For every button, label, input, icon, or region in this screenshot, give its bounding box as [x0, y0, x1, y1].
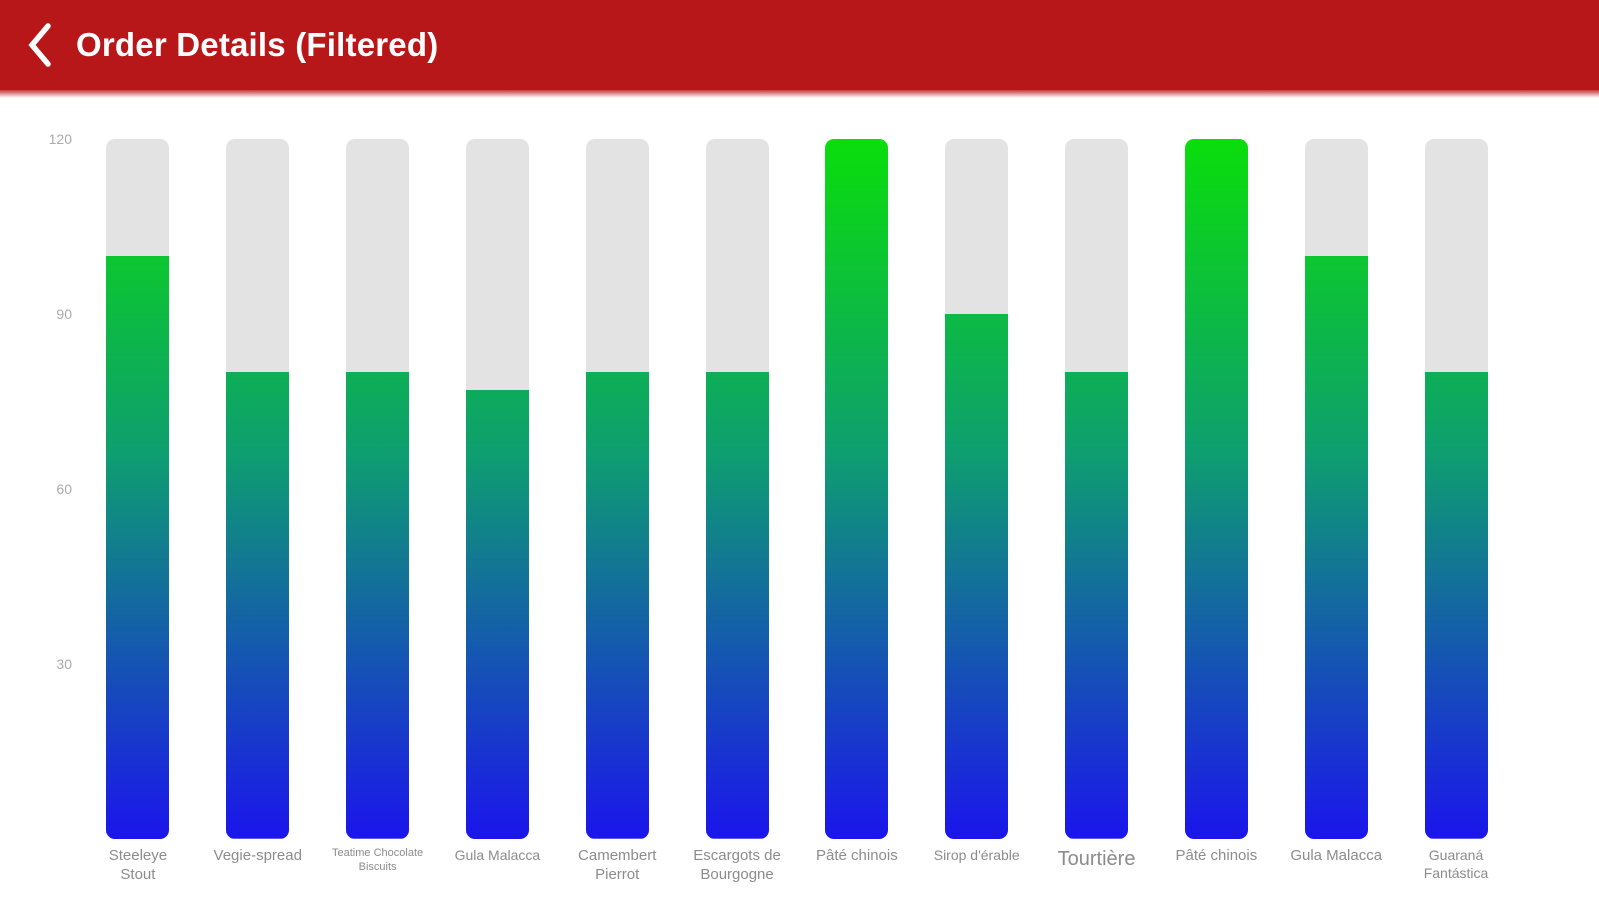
bar-fill [106, 255, 170, 839]
bar-track[interactable] [1184, 139, 1248, 839]
bar-category-label: Gula Malacca [454, 847, 541, 863]
bar-fill [1065, 372, 1129, 839]
bar-track[interactable] [825, 139, 889, 839]
bar-category-label: Camembert Pierrot [578, 847, 657, 883]
bar-column: Steeleye Stout [78, 139, 198, 885]
bar-track[interactable] [106, 139, 170, 839]
bar-category-label: Tourtière [1057, 848, 1136, 870]
bars-area: Steeleye Stout Vegie-spread Teatime Chocol… [78, 139, 1516, 885]
bar-fill [1184, 139, 1248, 839]
y-axis-tick-label: 60 [56, 481, 72, 497]
page-title: Order Details (Filtered) [76, 26, 439, 63]
bar-category-label: Steeleye Stout [108, 847, 168, 883]
bar-column: Gula Malacca [437, 139, 557, 885]
bar-track[interactable] [465, 139, 529, 839]
bar-track[interactable] [585, 139, 649, 839]
bar-track[interactable] [1065, 139, 1129, 839]
y-axis-tick-label: 90 [56, 306, 72, 322]
bar-chart: 120 90 60 30 Steeleye Stout Vegie-spread Teat… [0, 90, 1599, 900]
bar-fill [346, 372, 410, 839]
nav-bar: Order Details (Filtered) [0, 0, 1599, 98]
bar-column: Vegie-spread [198, 139, 318, 885]
bar-category-label: Guaraná Fantástica [1423, 847, 1489, 881]
bar-column: Pâté chinois [1156, 139, 1276, 885]
bar-category-label: Teatime Chocolate Biscuits [332, 847, 424, 873]
bar-column: Teatime Chocolate Biscuits [318, 139, 438, 885]
bar-category-label: Pâté chinois [816, 847, 898, 864]
back-button[interactable] [26, 19, 68, 71]
bar-column: Tourtière [1037, 139, 1157, 885]
bar-category-label: Sirop d'érable [933, 847, 1020, 863]
bar-category-label: Vegie-spread [213, 847, 302, 864]
back-chevron-icon [28, 23, 51, 67]
bar-category-label: Escargots de Bourgogne [693, 847, 781, 883]
bar-column: Sirop d'érable [917, 139, 1037, 885]
bar-track[interactable] [1304, 139, 1368, 839]
bar-fill [825, 139, 889, 839]
bar-track[interactable] [1424, 139, 1488, 839]
y-axis-tick-label: 120 [48, 131, 72, 147]
bar-category-label: Gula Malacca [1290, 847, 1383, 864]
bar-column: Camembert Pierrot [557, 139, 677, 885]
y-axis: 120 90 60 30 [0, 90, 76, 900]
bar-fill [585, 372, 649, 839]
bar-column: Gula Malacca [1276, 139, 1396, 885]
bar-column: Escargots de Bourgogne [677, 139, 797, 885]
bar-category-label: Pâté chinois [1175, 847, 1258, 864]
bar-track[interactable] [945, 139, 1009, 839]
bar-fill [465, 389, 529, 839]
bar-track[interactable] [346, 139, 410, 839]
bar-column: Guaraná Fantástica [1396, 139, 1516, 885]
bar-track[interactable] [705, 139, 769, 839]
bar-track[interactable] [226, 139, 290, 839]
bar-fill [1424, 372, 1488, 839]
y-axis-tick-label: 30 [56, 656, 72, 672]
bar-column: Pâté chinois [797, 139, 917, 885]
bar-fill [705, 372, 769, 839]
bar-fill [945, 314, 1009, 839]
bar-fill [1304, 255, 1368, 839]
bar-fill [226, 372, 290, 839]
